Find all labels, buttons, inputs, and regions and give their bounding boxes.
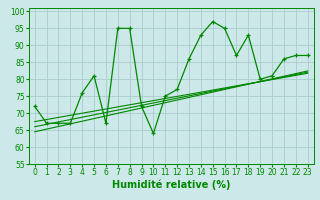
X-axis label: Humidité relative (%): Humidité relative (%) [112, 180, 230, 190]
